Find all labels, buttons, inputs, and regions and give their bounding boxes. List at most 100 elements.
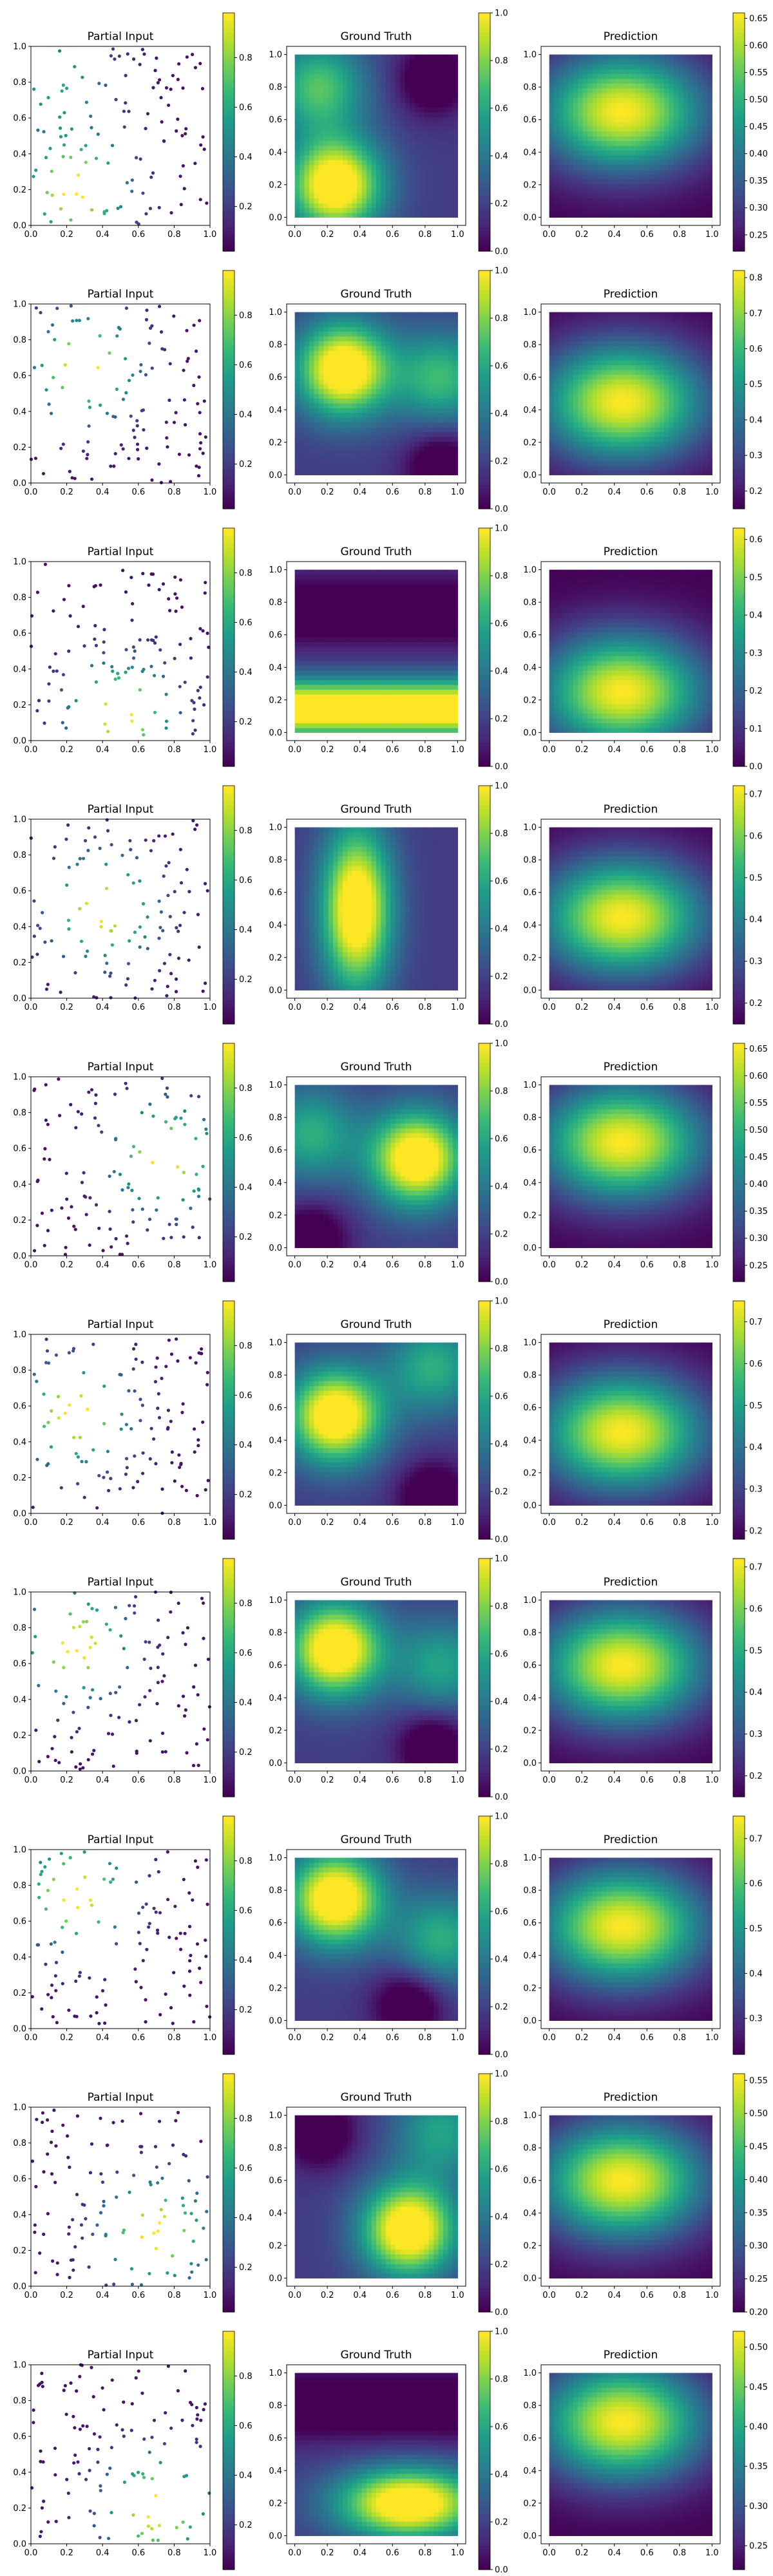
heatmap-cell <box>294 345 300 351</box>
heatmap-cell <box>424 188 430 194</box>
heatmap-cell <box>309 164 314 170</box>
heatmap-cell <box>438 126 444 132</box>
y-tick-label: 1.0 <box>13 300 26 310</box>
scatter-point <box>98 334 102 338</box>
heatmap-cell <box>352 64 358 70</box>
heatmap-cell <box>654 188 660 194</box>
heatmap-cell <box>410 431 415 437</box>
scatter-point <box>196 402 200 406</box>
colorbar-segment <box>479 84 490 89</box>
heatmap-cell <box>664 88 670 93</box>
heatmap-cell <box>367 178 372 184</box>
heatmap-cell <box>573 188 578 194</box>
heatmap-cell <box>683 59 689 65</box>
heatmap-cell <box>573 126 578 132</box>
heatmap-cell <box>649 427 655 433</box>
heatmap-cell <box>549 126 555 132</box>
heatmap-cell <box>611 212 617 218</box>
colorbar-tick-label: 1.0 <box>495 9 508 19</box>
heatmap-cell <box>318 107 324 113</box>
heatmap-cell <box>347 68 353 74</box>
heatmap-cell <box>294 374 300 380</box>
heatmap-cell <box>434 460 439 466</box>
heatmap-cell <box>434 174 439 180</box>
heatmap-cell <box>596 412 602 418</box>
heatmap-cell <box>294 441 300 447</box>
heatmap-cell <box>428 417 434 423</box>
heatmap-cell <box>347 59 353 65</box>
heatmap-cell <box>395 312 401 317</box>
heatmap-cell <box>428 59 434 65</box>
heatmap-cell <box>645 326 651 332</box>
heatmap-cell <box>318 193 324 199</box>
x-tick-label: 0.0 <box>288 488 301 497</box>
heatmap-cell <box>669 203 674 209</box>
heatmap-cell <box>649 145 655 151</box>
heatmap-cell <box>381 465 386 471</box>
heatmap-cell <box>318 431 324 437</box>
heatmap-cell <box>635 145 641 151</box>
heatmap-cell <box>649 431 655 437</box>
heatmap-cell <box>448 64 453 70</box>
heatmap-cell <box>578 408 584 413</box>
scatter-point <box>47 402 51 406</box>
colorbar-segment <box>479 465 490 469</box>
heatmap-cell <box>549 331 555 337</box>
heatmap-cell <box>376 408 382 413</box>
heatmap-cell <box>304 341 310 346</box>
heatmap-cell <box>592 184 598 189</box>
heatmap-cell <box>673 97 679 103</box>
heatmap-cell <box>381 73 386 79</box>
heatmap-cell <box>443 188 449 194</box>
heatmap-cell <box>342 355 348 361</box>
heatmap-cell <box>702 64 708 70</box>
heatmap-cell <box>419 131 425 137</box>
scatter-point <box>121 397 126 401</box>
scatter-point <box>84 100 88 104</box>
heatmap-cell <box>673 169 679 175</box>
heatmap-cell <box>549 145 555 151</box>
heatmap-cell <box>323 78 329 84</box>
heatmap-cell <box>309 436 314 442</box>
heatmap-cell <box>578 111 584 117</box>
heatmap-cell <box>563 111 569 117</box>
heatmap-cell <box>304 350 310 356</box>
heatmap-cell <box>318 88 324 93</box>
heatmap-cell <box>400 78 406 84</box>
heatmap-cell <box>649 83 655 89</box>
heatmap-cell <box>596 331 602 337</box>
heatmap-cell <box>357 422 363 428</box>
heatmap-cell <box>673 78 679 84</box>
heatmap-cell <box>606 441 612 447</box>
heatmap-cell <box>654 465 660 471</box>
heatmap-cell <box>410 451 415 457</box>
heatmap-cell <box>654 431 660 437</box>
heatmap-cell <box>347 350 353 356</box>
heatmap-cell <box>333 455 339 461</box>
heatmap-cell <box>395 331 401 337</box>
heatmap-cell <box>635 441 641 447</box>
heatmap-cell <box>621 412 627 418</box>
heatmap-cell <box>654 136 660 142</box>
heatmap-cell <box>587 384 593 390</box>
heatmap-cell <box>414 117 420 122</box>
heatmap-cell <box>673 68 679 74</box>
heatmap-cell <box>640 97 645 103</box>
heatmap-cell <box>587 355 593 361</box>
heatmap-cell <box>606 150 612 156</box>
heatmap-cell <box>568 359 574 365</box>
heatmap-cell <box>367 126 372 132</box>
heatmap-cell <box>385 178 391 184</box>
heatmap-cell <box>659 73 665 79</box>
heatmap-cell <box>645 446 651 451</box>
heatmap-cell <box>625 331 631 337</box>
heatmap-cell <box>448 88 453 93</box>
heatmap-cell <box>640 178 645 184</box>
colorbar-frame <box>222 12 235 252</box>
heatmap-cell <box>635 427 641 433</box>
heatmap-cell <box>649 117 655 122</box>
heatmap-cell <box>434 93 439 99</box>
heatmap-cell <box>573 198 578 204</box>
heatmap-cell <box>673 155 679 160</box>
heatmap-cell <box>428 136 434 142</box>
